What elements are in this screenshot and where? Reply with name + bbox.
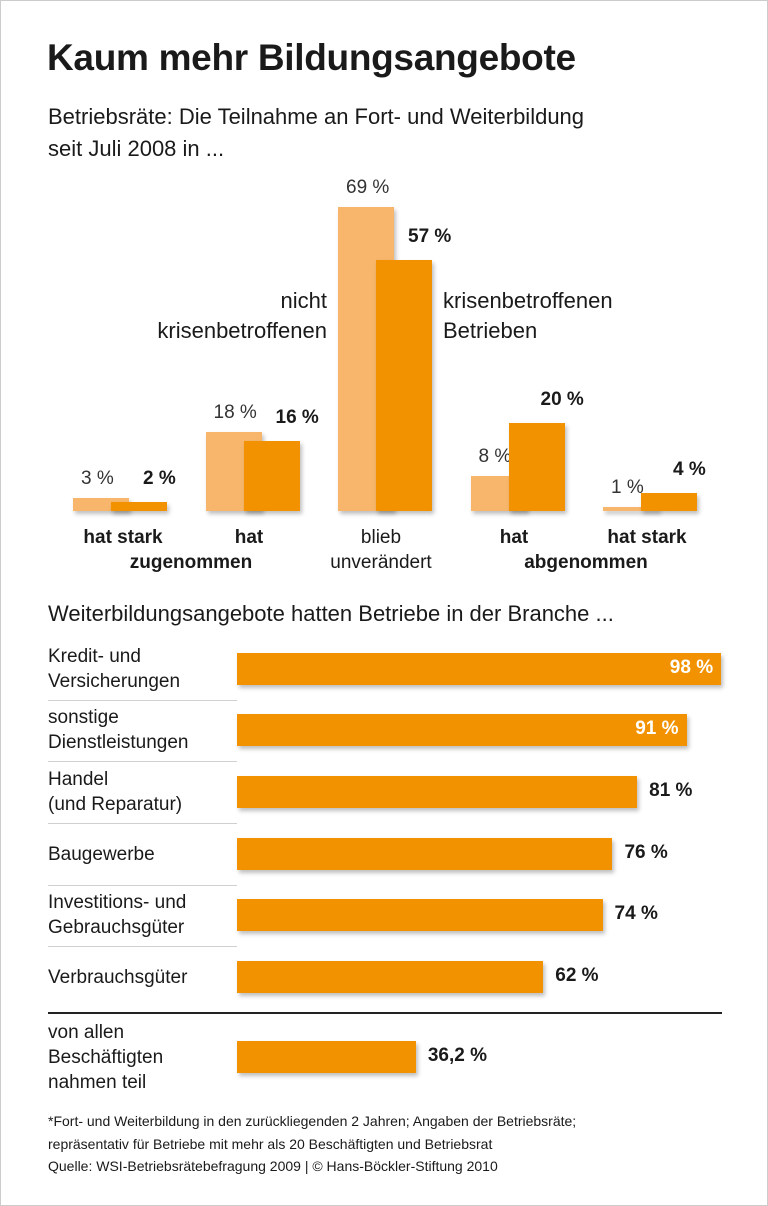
category-label: Verbrauchsgüter [48,965,187,990]
category-label-line: Kredit- und [48,646,141,667]
category-label: hat [234,527,264,548]
category-label-line: (und Reparatur) [48,794,183,815]
value-label-light: 18 % [213,401,257,423]
bar [237,1041,416,1073]
category-label: hat [499,527,529,548]
bar [237,714,687,746]
row-separator [48,761,237,762]
legend-dark: krisenbetroffenen Betrieben [443,286,613,346]
category-label: zugenommen [129,552,253,573]
bar [237,838,613,870]
value-label-dark: 20 % [540,389,584,410]
category-label: Handel (und Reparatur) [48,767,182,817]
value-label: 76 % [624,842,668,863]
value-label: 36,2 % [427,1045,487,1066]
subtitle-line-2: seit Juli 2008 in ... [48,136,225,161]
value-label-dark: 4 % [673,459,706,481]
legend-light-line-1: nicht [280,288,327,313]
category-label: hat stark [607,527,687,548]
category-label-line: Versicherungen [48,671,181,692]
category-label: hat stark [83,527,163,548]
source: Quelle: WSI-Betriebsrätebefragung 2009 |… [48,1158,498,1174]
value-label: 81 % [649,780,693,801]
category-label-line: Beschäftigten [48,1046,164,1068]
value-label: 62 % [555,965,599,986]
value-label-light: 3 % [81,467,114,489]
bar-dark [641,493,697,511]
category-label: abgenommen [524,552,648,573]
category-label-line: sonstige [48,707,119,728]
footnote: *Fort- und Weiterbildung in den zurückli… [48,1113,577,1129]
value-label-dark: 16 % [275,406,319,428]
bottom-chart-title: Weiterbildungsangebote hatten Betriebe i… [48,601,614,626]
category-label-line: Verbrauchsgüter [48,966,188,988]
bar [237,776,638,808]
value-label-light: 1 % [611,476,644,498]
category-label-line: Dienstleistungen [48,732,189,753]
row-separator [48,946,237,947]
bar [237,653,722,685]
legend-dark-line-1: krisenbetroffenen [443,288,613,313]
legend-light: nicht krisenbetroffenen [157,286,327,346]
category-label-line: Baugewerbe [48,843,155,865]
value-label-light: 69 % [346,177,390,199]
category-label-line: Investitions- und [48,892,187,913]
bar [237,899,603,931]
value-label: 74 % [614,903,658,924]
value-label-light: 8 % [478,445,512,467]
subtitle-line-1: Betriebsräte: Die Teilnahme an Fort- und… [48,104,585,129]
category-label-line: nahmen teil [48,1071,147,1093]
category-label: unverändert [330,552,432,573]
category-label-line: von allen [48,1021,125,1043]
footnote-2: repräsentativ für Betriebe mit mehr als … [48,1136,493,1152]
bar [237,961,544,993]
bar-dark [243,440,300,511]
row-separator [48,885,237,886]
value-label-dark: 57 % [408,226,452,248]
category-label: von allen Beschäftigten nahmen teil [48,1020,163,1095]
category-label: Baugewerbe [48,842,155,867]
legend-dark-line-2: Betrieben [443,318,538,343]
value-label: 91 % [635,718,679,739]
legend-light-line-2: krisenbetroffenen [157,318,327,343]
bar-dark [111,502,167,511]
category-label: Investitions- und Gebrauchsgüter [48,890,186,940]
category-label: blieb [360,527,402,548]
row-separator [48,823,237,824]
bar-dark [376,260,432,511]
category-label-line: Handel [48,769,109,790]
category-label: sonstige Dienstleistungen [48,705,188,755]
bar-dark [508,423,565,511]
category-label: Kredit- und Versicherungen [48,644,180,694]
value-label-dark: 2 % [143,468,176,490]
row-separator [48,700,237,701]
chart-title: Kaum mehr Bildungsangebote [47,37,576,78]
value-label: 98 % [669,657,714,678]
divider [48,1012,722,1014]
bar-light [603,506,659,511]
category-label-line: Gebrauchsgüter [48,917,185,938]
